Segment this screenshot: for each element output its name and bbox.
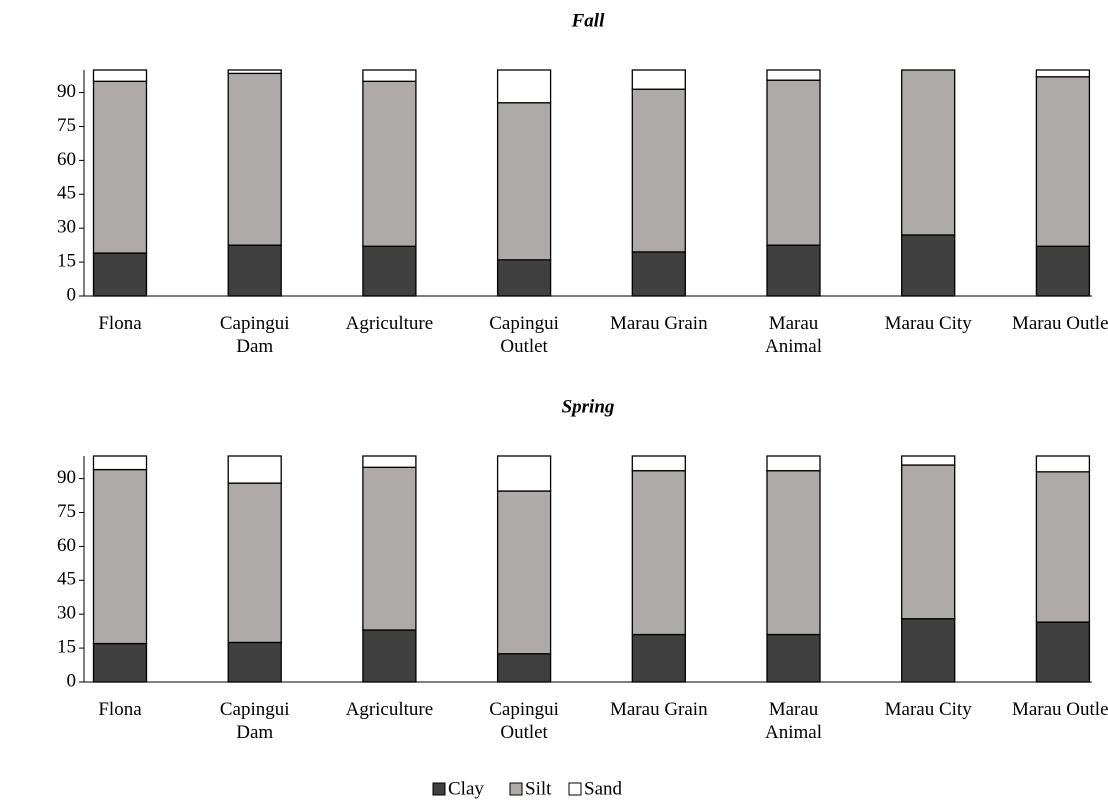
bar-segment (631, 470, 686, 636)
legend-swatch (568, 782, 582, 796)
x-tick-label: Capingui Dam (219, 313, 290, 357)
y-tick-label: 90 (57, 467, 76, 488)
x-tick-label: Marau Animal (765, 699, 822, 743)
bar-segment (362, 455, 417, 468)
y-tick-label: 90 (57, 81, 76, 102)
bar-segment (496, 102, 552, 261)
bar-segment (1035, 76, 1091, 247)
y-tick-label: 45 (57, 183, 76, 204)
x-tick-label: Flona (98, 313, 142, 334)
x-tick-label: Marau City (884, 699, 972, 720)
bar-segment (1035, 69, 1091, 78)
bar-segment (227, 69, 282, 75)
bar-segment (631, 69, 686, 90)
bar-segment (631, 455, 686, 472)
bar-segment (362, 466, 417, 631)
bar-segment (227, 482, 282, 644)
bar-segment (901, 69, 956, 236)
y-tick-label: 45 (57, 569, 76, 590)
x-tick-label: Agriculture (345, 699, 434, 720)
x-tick-label: Marau Grain (609, 699, 708, 720)
bar-segment (631, 88, 686, 253)
bar-segment (227, 455, 282, 484)
y-tick-label: 15 (57, 636, 76, 657)
bar-segment (901, 618, 956, 683)
legend-swatch (509, 782, 523, 796)
bar-segment (496, 69, 552, 104)
y-tick-label: 0 (67, 670, 77, 691)
x-tick-label: Agriculture (345, 313, 434, 334)
bar-segment (227, 641, 282, 683)
bar-segment (92, 642, 148, 683)
bar-segment (1035, 245, 1091, 297)
bar-segment (496, 490, 552, 655)
bar-segment (631, 251, 686, 297)
x-tick-label: Marau Animal (765, 313, 822, 357)
bar-segment (362, 629, 417, 683)
chart-title: Fall (571, 10, 605, 31)
y-tick-label: 60 (57, 535, 76, 556)
bar-segment (1035, 455, 1091, 473)
bar-segment (92, 69, 148, 82)
legend-label: Silt (525, 778, 552, 799)
y-tick-label: 75 (57, 115, 76, 136)
x-tick-label: Marau City (884, 313, 972, 334)
y-tick-label: 15 (57, 250, 76, 271)
bar-segment (362, 80, 417, 247)
bar-segment (496, 259, 552, 297)
chart-title: Spring (562, 396, 615, 417)
bar-segment (901, 455, 956, 466)
bar-segment (92, 252, 148, 297)
bar-segment (227, 72, 282, 246)
legend-label: Sand (584, 778, 623, 799)
bar-segment (496, 455, 552, 492)
bar-segment (766, 79, 821, 246)
bar-segment (901, 464, 956, 620)
bar-segment (766, 69, 821, 81)
bar-segment (766, 455, 821, 472)
x-tick-label: Marau Grain (609, 313, 708, 334)
x-tick-label: Marau Outlet (1011, 699, 1108, 720)
y-tick-label: 75 (57, 501, 76, 522)
bar-segment (1035, 471, 1091, 623)
bar-segment (766, 244, 821, 297)
x-tick-label: Capingui Dam (219, 699, 290, 743)
bar-segment (901, 234, 956, 297)
y-tick-label: 60 (57, 149, 76, 170)
bar-segment (227, 244, 282, 297)
bar-segment (92, 80, 148, 254)
bar-segment (362, 245, 417, 297)
y-tick-label: 30 (57, 603, 76, 624)
x-tick-label: Flona (98, 699, 142, 720)
x-tick-label: Capingui Outlet (489, 313, 559, 357)
bar-segment (496, 653, 552, 683)
bar-segment (1035, 621, 1091, 683)
y-tick-label: 0 (67, 284, 77, 305)
bar-segment (92, 468, 148, 645)
x-tick-label: Capingui Outlet (489, 699, 559, 743)
bar-segment (766, 470, 821, 636)
legend-label: Clay (448, 778, 484, 799)
bar-segment (92, 455, 148, 471)
legend-swatch (432, 782, 446, 796)
y-tick-label: 30 (57, 217, 76, 238)
bar-segment (766, 633, 821, 683)
bar-segment (631, 633, 686, 683)
bar-segment (362, 69, 417, 82)
x-tick-label: Marau Outlet (1011, 313, 1108, 334)
